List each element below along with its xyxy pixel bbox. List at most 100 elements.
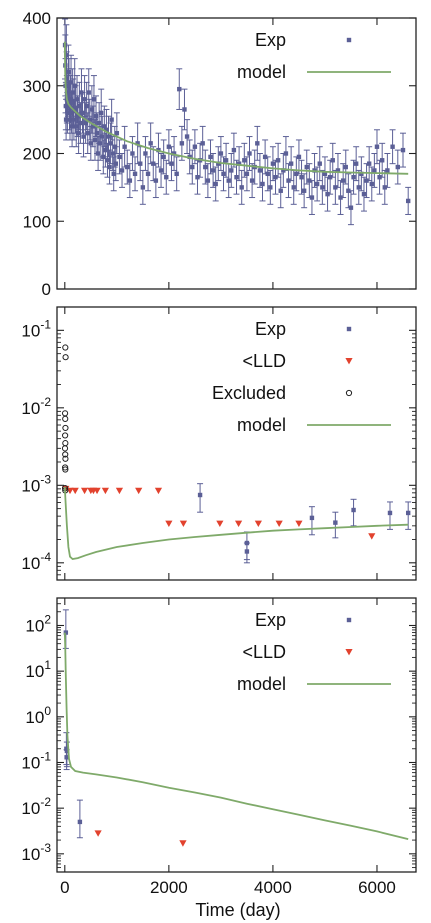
exp-point [130, 151, 135, 156]
series-exp [197, 483, 412, 564]
series-model [63, 632, 409, 840]
exp-point [64, 748, 70, 754]
exp-point [153, 178, 159, 183]
x-tick-label: 4000 [254, 878, 292, 897]
exp-point [91, 97, 97, 102]
y-tick-label: 400 [23, 9, 51, 28]
exp-point [395, 164, 400, 170]
excluded-point [62, 451, 69, 458]
y-tick-label: 10-4 [21, 550, 51, 573]
exp-point [169, 161, 174, 166]
x-tick-label: 0 [60, 878, 69, 897]
exp-point [304, 164, 309, 170]
exp-point [92, 137, 98, 143]
y-tick-label: 102 [25, 612, 51, 635]
exp-point [158, 168, 164, 173]
exp-point [348, 205, 354, 210]
exp-point [203, 164, 208, 170]
exp-point [270, 161, 276, 166]
exp-point [73, 107, 78, 112]
plot-frame [56, 597, 417, 873]
exp-point [100, 134, 105, 139]
lld-point [216, 520, 224, 528]
legend-label: <LLD [242, 642, 286, 662]
exp-point [405, 198, 411, 204]
exp-point [192, 144, 198, 149]
legend-label: model [237, 674, 286, 694]
y-tick-label: 10-1 [21, 749, 51, 772]
legend: Exp model [237, 30, 391, 82]
model-curve [63, 632, 409, 840]
exp-point [309, 515, 315, 521]
exp-point [164, 175, 169, 180]
y-tick-label: 300 [23, 77, 51, 96]
exp-point [102, 124, 107, 129]
exp-point [223, 158, 229, 163]
y-tick-label: 10-2 [21, 795, 51, 818]
series-model [63, 486, 409, 560]
exp-point [210, 168, 216, 173]
exp-point [86, 90, 91, 95]
legend-label: <LLD [242, 351, 286, 371]
exp-point [353, 161, 359, 166]
exp-point [125, 164, 130, 170]
series-exp [62, 609, 83, 839]
excluded-point [62, 344, 69, 351]
model-curve [63, 41, 409, 175]
lld-point [275, 520, 283, 528]
exp-point [68, 80, 74, 85]
exp-point [255, 141, 260, 146]
y-tick-label: 100 [23, 212, 51, 231]
y-tick-label: 200 [23, 145, 51, 164]
exp-point [140, 185, 146, 190]
lld-point [368, 533, 376, 540]
panel-2: 10-4 10-3 10-2 10-1 Exp <LLD Excluded model [21, 306, 417, 581]
exp-point [314, 181, 320, 187]
exp-point [200, 141, 205, 146]
exp-point [278, 188, 283, 193]
exp-point [171, 151, 177, 156]
exp-point [111, 171, 116, 177]
legend-marker [346, 37, 352, 43]
exp-point [385, 168, 390, 173]
exp-point [231, 147, 237, 153]
exp-point [226, 178, 231, 183]
exp-point [229, 168, 234, 173]
plot-frame [56, 306, 417, 581]
exp-point [317, 161, 322, 166]
y-tick-label: 10-3 [21, 472, 51, 495]
lld-point [234, 520, 243, 528]
exp-point [291, 185, 296, 190]
exp-point [179, 141, 185, 146]
exp-point [174, 171, 179, 177]
lld-point [66, 487, 74, 495]
exp-point [70, 100, 76, 105]
excluded-point [61, 410, 69, 417]
exp-point [161, 154, 166, 160]
exp-point [71, 117, 77, 122]
exp-point [85, 130, 90, 136]
legend: Exp <LLD Excluded model [212, 319, 391, 435]
exp-point [94, 130, 100, 136]
exp-point [138, 161, 143, 166]
exp-point [244, 549, 250, 554]
exp-point [77, 103, 82, 109]
excluded-point [62, 424, 69, 432]
lld-point [71, 487, 79, 495]
lld-point [101, 487, 109, 495]
exp-point [96, 120, 102, 126]
lld-point [115, 487, 124, 495]
legend-marker [345, 389, 353, 397]
legend-marker [345, 358, 353, 365]
exp-point [343, 164, 348, 170]
exp-point [190, 164, 195, 170]
series-model [63, 41, 409, 175]
exp-point [88, 141, 94, 146]
exp-point [244, 171, 250, 177]
excluded-point [62, 415, 69, 422]
y-tick-label: 10-2 [21, 395, 51, 418]
exp-point [184, 134, 190, 139]
exp-point [387, 510, 393, 516]
exp-point [361, 191, 367, 197]
